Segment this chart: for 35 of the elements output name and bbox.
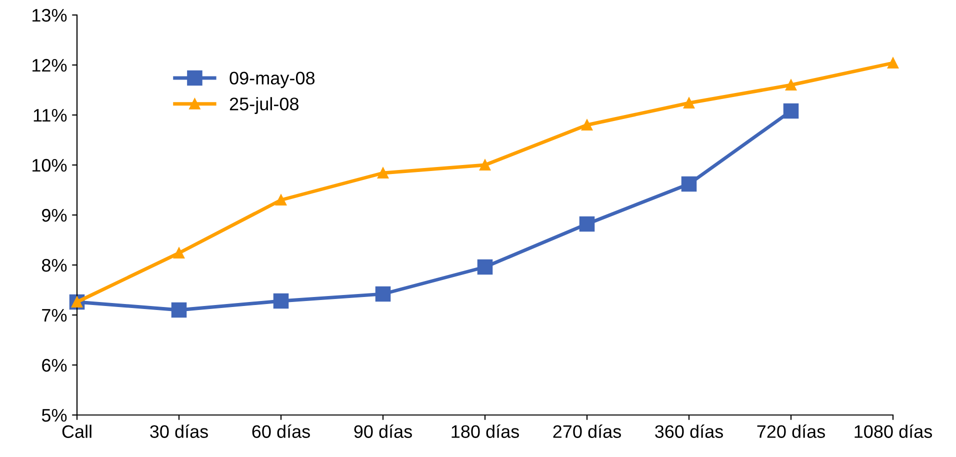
x-tick-label: 1080 días	[854, 424, 932, 438]
point	[275, 194, 287, 206]
x-tick-label: 270 días	[553, 424, 621, 438]
y-tick-label: 12%	[32, 58, 67, 72]
point	[173, 247, 185, 259]
x-tick-label: Call	[62, 424, 92, 438]
legend-label: 25-jul-08	[230, 97, 298, 114]
x-tick-label: 90 días	[354, 424, 412, 438]
y-tick-label: 8%	[42, 258, 67, 272]
y-tick-label: 9%	[42, 208, 67, 222]
x-tick-label: 60 días	[252, 424, 310, 438]
y-tick-label: 10%	[32, 158, 67, 172]
point	[785, 79, 797, 91]
y-tick-label: 5%	[42, 409, 67, 422]
y-tick-label: 6%	[42, 358, 67, 372]
y-tick-label: 13%	[32, 8, 67, 22]
x-tick-label: 30 días	[150, 424, 208, 438]
point	[273, 293, 289, 309]
x-tick-label: 360 días	[655, 424, 723, 438]
y-tick-label: 7%	[42, 309, 67, 322]
point	[783, 103, 799, 119]
point	[887, 57, 899, 69]
point	[377, 167, 389, 179]
point	[477, 259, 493, 275]
point	[479, 159, 491, 171]
x-tick-label: 720 días	[757, 424, 825, 438]
point	[579, 216, 595, 232]
point	[171, 302, 187, 318]
x-tick-label: 180 días	[452, 424, 519, 438]
point	[581, 119, 593, 131]
y-tick-label: 11%	[34, 109, 67, 122]
point	[681, 176, 697, 192]
point	[683, 97, 695, 109]
legend-label: 09-may-08	[230, 72, 315, 88]
point	[375, 286, 391, 302]
